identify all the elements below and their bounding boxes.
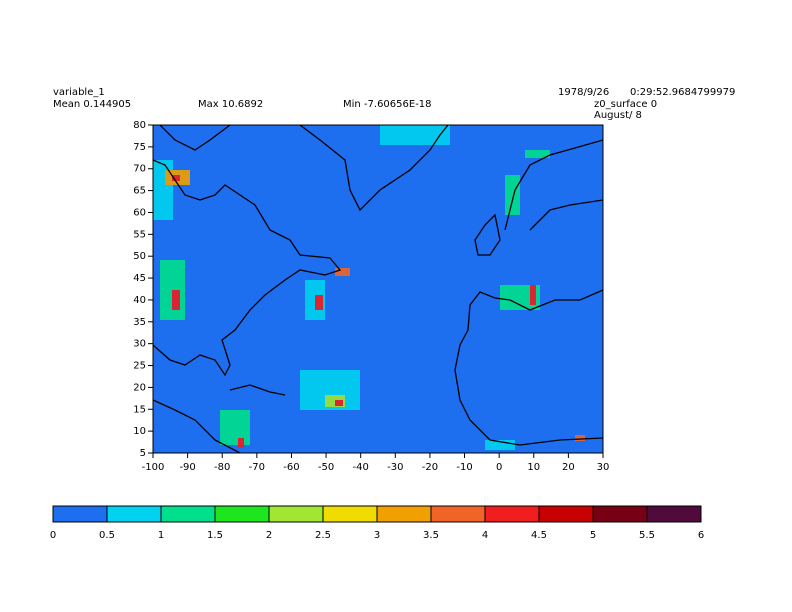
lat-tick-label: 75 — [133, 142, 146, 153]
colorbar-segment — [107, 506, 161, 522]
lon-tick-label: -80 — [214, 462, 230, 473]
colorbar-tick-label: 1 — [158, 530, 164, 541]
mean: Mean 0.144905 — [53, 99, 131, 110]
colorbar-segment — [323, 506, 377, 522]
lat-tick-label: 55 — [133, 229, 146, 240]
colorbar-tick-label: 3 — [374, 530, 380, 541]
lat-tick-label: 15 — [133, 404, 146, 415]
variable-name: variable_1 — [53, 87, 105, 98]
colorbar-tick-label: 3.5 — [423, 530, 439, 541]
colorbar-tick-label: 5.5 — [639, 530, 655, 541]
colorbar-tick-label: 2 — [266, 530, 272, 541]
lon-tick-label: 10 — [527, 462, 540, 473]
lon-tick-label: -50 — [318, 462, 334, 473]
colorbar-segment — [161, 506, 215, 522]
colorbar-tick-label: 1.5 — [207, 530, 223, 541]
lon-tick-label: -100 — [142, 462, 165, 473]
time: 0:29:52.9684799979 — [630, 87, 735, 98]
colorbar-segment — [647, 506, 701, 522]
colorbar-segment — [53, 506, 107, 522]
colorbar-tick-label: 4 — [482, 530, 488, 541]
lat-tick-label: 45 — [133, 273, 146, 284]
colorbar-tick-label: 4.5 — [531, 530, 547, 541]
lat-tick-label: 35 — [133, 317, 146, 328]
lon-tick-label: -70 — [249, 462, 265, 473]
lat-tick-label: 25 — [133, 361, 146, 372]
lon-tick-label: 30 — [597, 462, 610, 473]
period: August/ 8 — [594, 110, 642, 121]
lat-tick-label: 30 — [133, 339, 146, 350]
lat-tick-label: 40 — [133, 295, 146, 306]
lat-tick-label: 70 — [133, 164, 146, 175]
colorbar-tick-label: 0.5 — [99, 530, 115, 541]
colorbar-segment — [593, 506, 647, 522]
lat-tick-label: 10 — [133, 426, 146, 437]
min: Min -7.60656E-18 — [343, 99, 432, 110]
lon-tick-label: -10 — [456, 462, 472, 473]
lon-tick-label: -30 — [387, 462, 403, 473]
colorbar-segment — [269, 506, 323, 522]
map — [152, 124, 604, 454]
lat-tick-label: 65 — [133, 186, 146, 197]
colorbar-segment — [377, 506, 431, 522]
colorbar-tick-label: 0 — [50, 530, 56, 541]
map-frame — [152, 124, 604, 454]
lon-tick-label: -60 — [283, 462, 299, 473]
lat-tick-label: 50 — [133, 251, 146, 262]
colorbar-tick-label: 6 — [698, 530, 704, 541]
lat-tick-label: 5 — [140, 448, 146, 459]
level: z0_surface 0 — [594, 99, 657, 110]
lon-tick-label: 20 — [562, 462, 575, 473]
lon-tick-label: -20 — [422, 462, 438, 473]
max: Max 10.6892 — [198, 99, 263, 110]
colorbar-segment — [431, 506, 485, 522]
lat-tick-label: 20 — [133, 382, 146, 393]
lat-tick-label: 60 — [133, 207, 146, 218]
date: 1978/9/26 — [558, 87, 609, 98]
colorbar-segment — [485, 506, 539, 522]
colorbar-tick-label: 5 — [590, 530, 596, 541]
lon-tick-label: 0 — [496, 462, 502, 473]
colorbar-tick-label: 2.5 — [315, 530, 331, 541]
field-patches — [153, 125, 585, 450]
colorbar-segment — [539, 506, 593, 522]
colorbar-segment — [215, 506, 269, 522]
coastlines — [152, 124, 604, 454]
lat-tick-label: 80 — [133, 120, 146, 131]
lon-tick-label: -90 — [179, 462, 195, 473]
lon-tick-label: -40 — [353, 462, 369, 473]
